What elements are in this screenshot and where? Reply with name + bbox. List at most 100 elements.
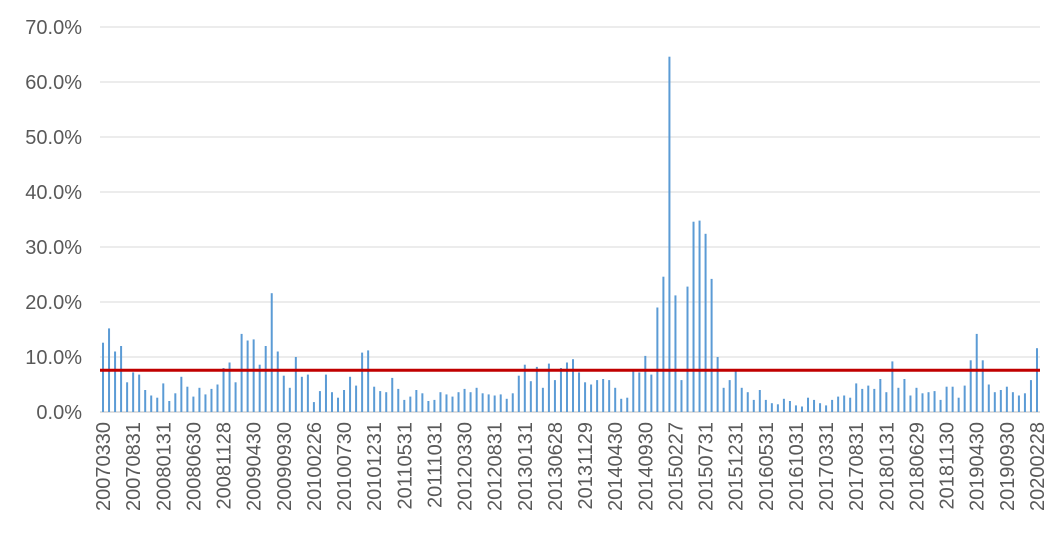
bar — [156, 397, 159, 412]
bar — [921, 393, 924, 412]
bar — [138, 374, 141, 412]
bar — [692, 221, 695, 412]
y-tick-label: 0.0% — [36, 402, 82, 424]
bar — [915, 387, 918, 412]
x-tick-label: 20101231 — [364, 422, 386, 511]
bar — [493, 395, 496, 412]
bar — [300, 376, 303, 412]
bar — [638, 372, 641, 412]
bar — [421, 393, 424, 412]
bar — [873, 388, 876, 412]
bar — [800, 406, 803, 412]
x-tick-label: 20080131 — [153, 422, 175, 511]
bar — [499, 394, 502, 412]
bar — [596, 380, 599, 412]
bar — [794, 405, 797, 412]
bar — [264, 346, 267, 412]
x-tick-label: 20181130 — [937, 422, 959, 510]
y-tick-label: 70.0% — [25, 17, 82, 39]
bar — [318, 391, 321, 412]
bar — [282, 375, 285, 412]
bar — [529, 381, 532, 412]
bar — [144, 390, 147, 412]
bar — [656, 307, 659, 412]
x-tick-label: 20130628 — [545, 422, 567, 511]
bar — [150, 395, 153, 412]
bar — [632, 370, 635, 412]
bar — [276, 351, 279, 412]
bar — [903, 379, 906, 412]
bar — [469, 392, 472, 412]
y-tick-label: 20.0% — [25, 292, 82, 314]
bar — [698, 220, 701, 412]
bar — [222, 368, 225, 412]
bar — [849, 397, 852, 412]
bar — [957, 397, 960, 412]
bar — [216, 384, 219, 412]
bar — [620, 398, 623, 412]
bar — [186, 386, 189, 412]
bar — [861, 388, 864, 412]
bar — [487, 394, 490, 412]
bar — [114, 351, 117, 412]
bar — [650, 374, 653, 412]
x-tick-label: 20140430 — [605, 422, 627, 511]
bar — [541, 387, 544, 412]
bar — [722, 387, 725, 412]
bar — [644, 355, 647, 412]
bar — [451, 396, 454, 412]
bar — [367, 350, 370, 412]
bar — [523, 364, 526, 412]
bar — [764, 399, 767, 412]
bar — [517, 375, 520, 412]
bar — [891, 361, 894, 412]
bar — [939, 399, 942, 412]
bar — [180, 376, 183, 412]
bar — [981, 360, 984, 412]
bar — [716, 357, 719, 412]
bar — [614, 387, 617, 412]
y-tick-label: 60.0% — [25, 72, 82, 94]
bar — [819, 403, 822, 412]
bar — [1005, 386, 1008, 412]
bar — [740, 387, 743, 412]
bar — [879, 379, 882, 412]
bars — [102, 56, 1038, 412]
x-tick-label: 20100730 — [334, 422, 356, 511]
bar — [855, 383, 858, 412]
bar — [252, 339, 255, 412]
bar — [270, 293, 273, 412]
bar — [662, 276, 665, 412]
bar — [1035, 348, 1038, 412]
bar — [807, 397, 810, 412]
bar — [590, 384, 593, 412]
x-tick-label: 20070330 — [93, 422, 115, 511]
bar — [132, 372, 135, 412]
x-tick-label: 20161031 — [786, 422, 808, 511]
x-tick-label: 20090430 — [244, 422, 266, 511]
x-tick-label: 20131129 — [575, 422, 597, 510]
bar — [782, 398, 785, 412]
x-tick-label: 20140930 — [635, 422, 657, 511]
bar — [867, 385, 870, 412]
x-tick-label: 20110531 — [394, 422, 416, 510]
bar — [463, 388, 466, 412]
x-tick-label: 20081128 — [214, 422, 236, 510]
x-tick-label: 20150227 — [665, 422, 687, 511]
bar — [963, 385, 966, 412]
bar — [993, 392, 996, 412]
bar — [975, 333, 978, 412]
bar — [933, 391, 936, 412]
gridlines — [100, 26, 1040, 413]
bar — [246, 340, 249, 412]
bar — [547, 363, 550, 412]
x-tick-label: 20090930 — [274, 422, 296, 511]
bar — [457, 392, 460, 412]
bar — [626, 397, 629, 412]
bar — [608, 380, 611, 412]
y-tick-label: 10.0% — [25, 347, 82, 369]
bar — [355, 385, 358, 412]
bar — [770, 403, 773, 412]
bar — [999, 390, 1002, 412]
bar — [813, 399, 816, 412]
